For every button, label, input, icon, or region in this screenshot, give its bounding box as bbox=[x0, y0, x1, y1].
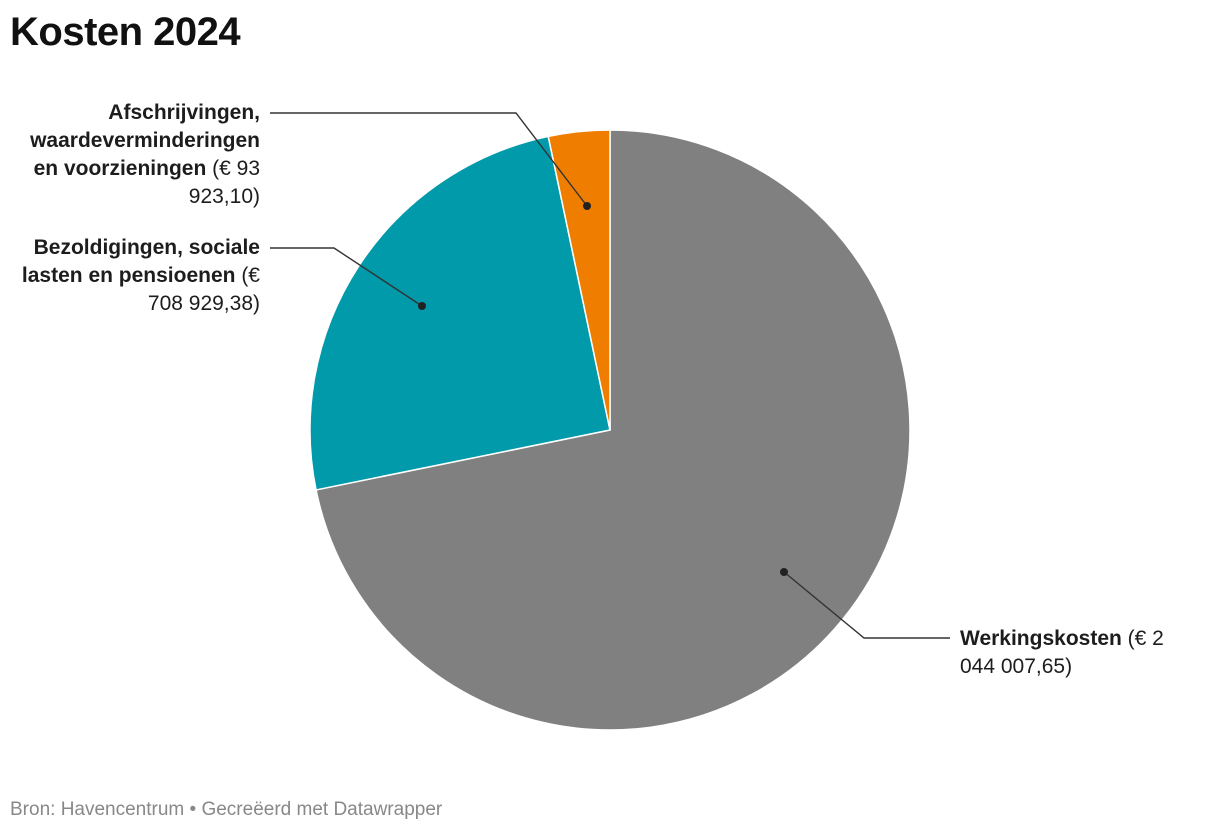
slice-label-afschrijvingen-value: (€ 93 923,10) bbox=[188, 157, 260, 208]
leader-dot-werkingskosten bbox=[780, 568, 788, 576]
leader-line-bezoldigingen bbox=[270, 247, 423, 307]
leader-line-werkingskosten bbox=[783, 571, 950, 639]
pie-slice-afschrijvingen bbox=[547, 129, 611, 431]
leader-dot-afschrijvingen bbox=[583, 202, 591, 210]
label-leader-lines bbox=[270, 112, 950, 639]
pie-slices bbox=[309, 129, 911, 731]
chart-footer-source: Bron: Havencentrum • Gecreëerd met Dataw… bbox=[10, 799, 443, 820]
slice-label-werkingskosten-value: (€ 2 044 007,65) bbox=[960, 627, 1164, 678]
chart-title: Kosten 2024 bbox=[10, 10, 241, 54]
slice-label-bezoldigingen: Bezoldigingen, sociale lasten en pensioe… bbox=[0, 234, 260, 318]
slice-label-afschrijvingen-name: Afschrijvingen, waardeverminderingen en … bbox=[30, 101, 260, 180]
slice-label-afschrijvingen: Afschrijvingen, waardeverminderingen en … bbox=[0, 99, 260, 211]
leader-line-afschrijvingen bbox=[270, 112, 588, 207]
slice-label-bezoldigingen-name: Bezoldigingen, sociale lasten en pensioe… bbox=[21, 236, 260, 287]
slice-label-werkingskosten: Werkingskosten (€ 2 044 007,65) bbox=[960, 625, 1175, 681]
slice-label-bezoldigingen-value: (€ 708 929,38) bbox=[147, 264, 260, 315]
slice-label-werkingskosten-name: Werkingskosten bbox=[960, 627, 1122, 650]
leader-dot-bezoldigingen bbox=[418, 302, 426, 310]
